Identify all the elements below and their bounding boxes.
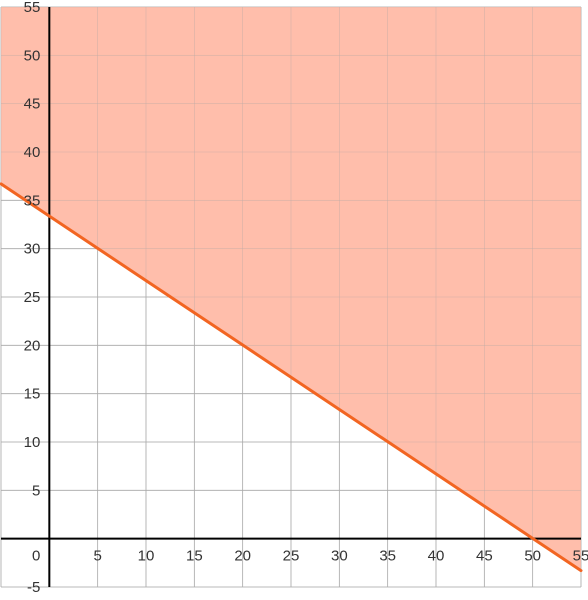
y-tick-label: -5 [27,579,40,596]
y-tick-label: 20 [24,337,41,354]
tick-labels: 5 10 15 20 25 30 35 40 45 50 555550454035302520151… [24,0,588,596]
origin-label: 0 [32,548,40,565]
x-tick-label: 45 [476,548,493,565]
shaded-region-layer [0,6,582,588]
boundary-line-layer [0,182,583,573]
axes [1,7,581,587]
y-tick-label: 15 [24,386,41,403]
shaded-region [1,7,581,571]
boundary-line [0,182,583,573]
x-tick-label: 20 [234,548,251,565]
x-tick-label: 40 [428,548,445,565]
x-tick-label: 15 [186,548,203,565]
y-tick-label: 30 [24,241,41,258]
x-tick-label: 25 [283,548,300,565]
x-tick-label: 35 [379,548,396,565]
x-tick-label: 55 [573,548,588,565]
y-tick-label: 25 [24,289,41,306]
x-tick-label: 30 [331,548,348,565]
y-tick-label: 35 [24,192,41,209]
x-tick-label: 5 [93,548,101,565]
y-tick-label: 40 [24,144,41,161]
y-tick-label: 5 [32,482,40,499]
y-tick-label: 55 [24,0,41,16]
y-tick-label: 45 [24,96,41,113]
x-tick-label: 10 [138,548,155,565]
y-tick-label: 10 [24,434,41,451]
x-tick-label: 50 [524,548,541,565]
y-tick-label: 50 [24,47,41,64]
